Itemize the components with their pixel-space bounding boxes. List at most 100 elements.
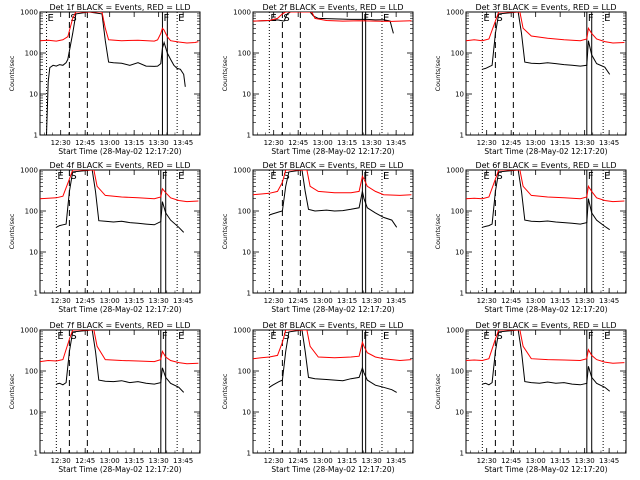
y-tick-label: 100 <box>238 368 251 376</box>
x-tick-label: 12:30 <box>477 297 497 305</box>
series-group <box>40 12 199 135</box>
y-tick-label: 1000 <box>20 327 38 335</box>
x-tick-label: 13:45 <box>386 297 406 305</box>
x-tick-label: 13:00 <box>526 297 546 305</box>
marker-label: E <box>178 171 184 182</box>
marker-label: F <box>588 13 594 24</box>
marker-label: F <box>162 331 168 342</box>
series-group <box>253 12 412 34</box>
marker-label: E <box>383 331 389 342</box>
x-tick-label: 13:30 <box>149 457 169 465</box>
marker-label: E <box>178 331 184 342</box>
chart-panel-8: Det 8f BLACK = Events, RED = LLD 1 10 100 10… <box>221 321 414 474</box>
x-tick-label: 12:45 <box>288 139 308 147</box>
y-tick-label: 1 <box>460 132 464 140</box>
x-tick-label: 13:00 <box>526 139 546 147</box>
x-tick-label: 13:30 <box>362 139 382 147</box>
chart-panel-2: Det 2f BLACK = Events, RED = LLD 1 10 100 10… <box>221 3 414 156</box>
x-tick-label: 13:00 <box>313 457 333 465</box>
x-tick-label: 13:15 <box>337 139 357 147</box>
marker-label: S <box>496 13 502 24</box>
plot-frame <box>465 329 627 454</box>
plot-frame <box>252 169 414 294</box>
x-tick-label: 12:45 <box>75 457 95 465</box>
x-tick-label: 12:45 <box>288 297 308 305</box>
x-axis-label: Start Time (28-May-02 12:17:20) <box>271 147 394 156</box>
marker-label: E <box>383 171 389 182</box>
x-tick-label: 13:15 <box>550 139 570 147</box>
chart-title: Det 5f BLACK = Events, RED = LLD <box>262 161 403 170</box>
y-tick-label: 100 <box>25 50 38 58</box>
marker-label: F <box>163 13 169 24</box>
marker-label: S <box>283 13 289 24</box>
series-group <box>466 330 625 392</box>
y-tick-label: 1000 <box>233 167 251 175</box>
x-tick-label: 13:45 <box>386 139 406 147</box>
chart-panel-4: Det 4f BLACK = Events, RED = LLD 1 10 100 10… <box>8 161 201 314</box>
marker-label: S <box>283 331 289 342</box>
y-axis-label: Counts/sec <box>434 213 442 249</box>
chart-title: Det 4f BLACK = Events, RED = LLD <box>49 161 190 170</box>
events-series-line <box>482 330 611 392</box>
y-tick-label: 100 <box>451 368 464 376</box>
chart-title: Det 7f BLACK = Events, RED = LLD <box>49 321 190 330</box>
x-axis-label: Start Time (28-May-02 12:17:20) <box>484 305 607 314</box>
chart-panel-6: Det 6f BLACK = Events, RED = LLD 1 10 100 10… <box>434 161 627 314</box>
events-series-line <box>46 12 186 135</box>
events-series-line <box>56 170 185 233</box>
x-tick-label: 13:00 <box>100 139 120 147</box>
x-axis-label: Start Time (28-May-02 12:17:20) <box>58 147 181 156</box>
chart-panel-9: Det 9f BLACK = Events, RED = LLD 1 10 100 10… <box>434 321 627 474</box>
y-tick-label: 100 <box>238 208 251 216</box>
marker-label: E <box>483 13 489 24</box>
y-tick-label: 1 <box>247 290 251 298</box>
y-tick-label: 1 <box>34 290 38 298</box>
marker-label: E <box>57 171 63 182</box>
x-tick-label: 13:30 <box>149 139 169 147</box>
x-tick-label: 12:30 <box>264 139 284 147</box>
marker-label: E <box>604 171 610 182</box>
y-tick-label: 100 <box>451 50 464 58</box>
y-tick-label: 10 <box>29 91 38 99</box>
y-tick-label: 10 <box>455 249 464 257</box>
series-group <box>40 170 199 233</box>
lld-series-line <box>466 330 625 364</box>
x-tick-label: 13:45 <box>599 297 619 305</box>
x-tick-label: 13:45 <box>386 457 406 465</box>
y-axis-label: Counts/sec <box>8 373 16 409</box>
x-tick-label: 13:45 <box>599 139 619 147</box>
marker-label: F <box>162 171 168 182</box>
x-tick-label: 12:45 <box>501 139 521 147</box>
y-tick-label: 1000 <box>20 167 38 175</box>
x-tick-label: 12:45 <box>501 457 521 465</box>
marker-label: S <box>283 171 289 182</box>
x-tick-label: 13:30 <box>362 297 382 305</box>
x-tick-label: 12:30 <box>264 297 284 305</box>
marker-label: S <box>70 331 76 342</box>
x-tick-label: 12:30 <box>264 457 284 465</box>
marker-label: E <box>483 331 489 342</box>
x-tick-label: 12:45 <box>501 297 521 305</box>
y-axis-label: Counts/sec <box>8 55 16 91</box>
y-tick-label: 10 <box>242 91 251 99</box>
marker-label: S <box>70 171 76 182</box>
events-series-line <box>253 12 394 34</box>
x-axis-label: Start Time (28-May-02 12:17:20) <box>484 147 607 156</box>
lld-series-line <box>466 12 625 44</box>
marker-label: E <box>604 13 610 24</box>
x-tick-label: 13:15 <box>124 457 144 465</box>
lld-series-line <box>253 12 412 22</box>
y-tick-label: 100 <box>238 50 251 58</box>
x-tick-label: 13:30 <box>575 297 595 305</box>
y-tick-label: 10 <box>242 249 251 257</box>
y-tick-label: 1000 <box>446 167 464 175</box>
series-group <box>40 330 199 393</box>
x-tick-label: 12:30 <box>477 457 497 465</box>
marker-label: F <box>588 331 594 342</box>
x-tick-label: 13:30 <box>575 139 595 147</box>
x-tick-label: 13:00 <box>100 457 120 465</box>
x-axis-label: Start Time (28-May-02 12:17:20) <box>58 305 181 314</box>
x-tick-label: 13:30 <box>149 297 169 305</box>
x-axis-label: Start Time (28-May-02 12:17:20) <box>58 465 181 474</box>
plot-frame <box>252 11 414 136</box>
